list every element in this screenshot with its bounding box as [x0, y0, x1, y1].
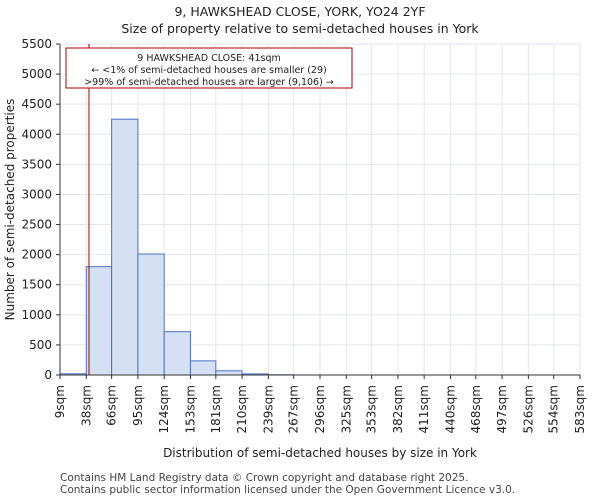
y-tick-label: 5000 — [21, 67, 52, 81]
x-tick-label: 267sqm — [287, 385, 301, 433]
x-tick-label: 296sqm — [313, 385, 327, 433]
histogram-bar — [215, 370, 243, 376]
annotation-box — [65, 47, 353, 89]
x-tick-label: 181sqm — [209, 385, 223, 433]
annotation-line-2: ← <1% of semi-detached houses are smalle… — [91, 65, 326, 76]
annotation-layer: 9 HAWKSHEAD CLOSE: 41sqm ← <1% of semi-d… — [65, 47, 353, 89]
footer-copyright: Contains HM Land Registry data © Crown c… — [60, 472, 469, 484]
y-tick-label: 4500 — [21, 97, 52, 111]
y-tick-label: 2500 — [21, 218, 52, 232]
x-axis-label: Distribution of semi-detached houses by … — [163, 446, 477, 460]
x-tick-label: 124sqm — [157, 385, 171, 433]
histogram-bar — [85, 266, 113, 376]
x-tick-label: 210sqm — [235, 385, 249, 433]
x-tick-label: 526sqm — [521, 385, 535, 433]
bars-layer — [59, 118, 295, 376]
x-tick-label: 66sqm — [105, 385, 119, 426]
x-tick-label: 440sqm — [443, 385, 457, 433]
y-tick-label: 2000 — [21, 248, 52, 262]
histogram-bar — [163, 331, 191, 376]
chart-title: Size of property relative to semi-detach… — [121, 21, 479, 36]
y-tick-label: 1000 — [21, 308, 52, 322]
chart-title-address: 9, HAWKSHEAD CLOSE, YORK, YO24 2YF — [174, 4, 426, 19]
histogram-bar — [111, 118, 139, 376]
ticks-layer: 0 500 1000 1500 2000 2500 3000 3500 4000 4500 5000… — [21, 37, 587, 433]
y-axis-label: Number of semi-detached properties — [3, 99, 17, 321]
x-tick-label: 353sqm — [365, 385, 379, 433]
y-tick-label: 4000 — [21, 127, 52, 141]
x-tick-label: 468sqm — [469, 385, 483, 433]
histogram-bar — [189, 360, 217, 376]
x-tick-label: 554sqm — [547, 385, 561, 433]
x-tick-label: 411sqm — [417, 385, 431, 433]
x-tick-label: 153sqm — [183, 385, 197, 433]
x-tick-label: 325sqm — [339, 385, 353, 433]
footer-licence: Contains public sector information licen… — [60, 484, 516, 496]
annotation-line-1: 9 HAWKSHEAD CLOSE: 41sqm — [137, 53, 280, 64]
y-tick-label: 1500 — [21, 278, 52, 292]
histogram-bar — [137, 253, 165, 376]
y-tick-label: 5500 — [21, 37, 52, 51]
x-tick-label: 95sqm — [131, 385, 145, 426]
x-tick-label: 382sqm — [391, 385, 405, 433]
x-tick-label: 239sqm — [261, 385, 275, 433]
y-tick-label: 500 — [29, 338, 52, 352]
y-tick-label: 3000 — [21, 187, 52, 201]
y-tick-label: 0 — [44, 368, 52, 382]
x-tick-label: 38sqm — [79, 385, 93, 426]
x-tick-label: 583sqm — [573, 385, 587, 433]
x-tick-label: 9sqm — [53, 385, 67, 418]
x-tick-label: 497sqm — [495, 385, 509, 433]
annotation-line-3: >99% of semi-detached houses are larger … — [84, 77, 334, 88]
y-tick-label: 3500 — [21, 157, 52, 171]
